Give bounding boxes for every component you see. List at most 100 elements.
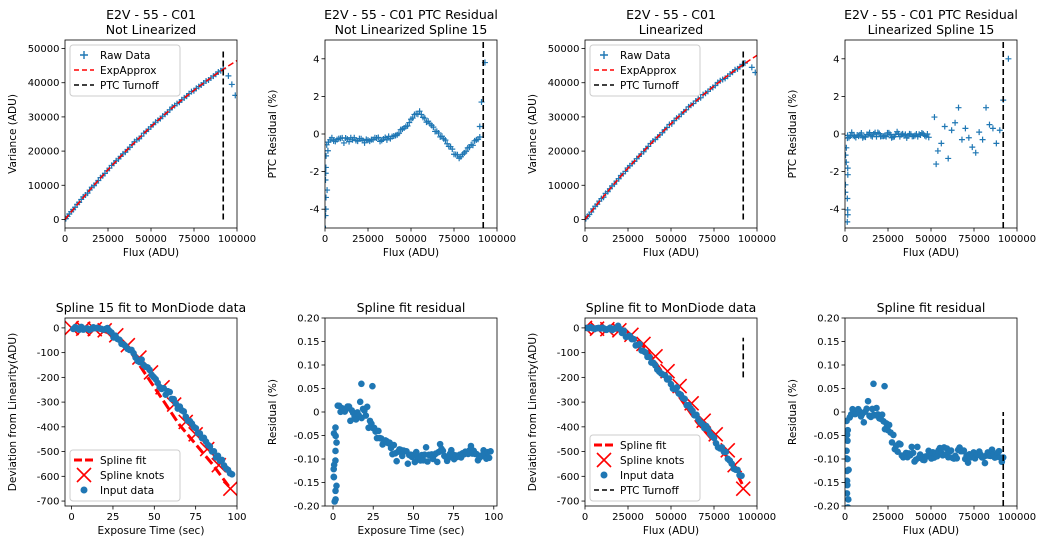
y-tick-label: 40000 xyxy=(28,78,60,89)
plot-area xyxy=(65,320,237,497)
legend: Spline fit Spline knots Input data xyxy=(69,449,181,502)
data-point-residual xyxy=(463,148,470,155)
x-tick-label: 100000 xyxy=(998,512,1036,523)
data-point-residual xyxy=(325,164,329,171)
data-point-residual xyxy=(845,152,849,159)
y-tick-label: 0.05 xyxy=(297,384,319,395)
data-point-residual xyxy=(325,152,330,159)
data-point-residual xyxy=(948,127,955,134)
y-tick-label: 0.20 xyxy=(297,314,319,325)
data-point-residual xyxy=(931,114,938,121)
data-point-residual xyxy=(332,447,339,455)
legend-box xyxy=(589,44,701,97)
data-point-residual xyxy=(845,144,850,151)
y-axis-label: Deviation from Linearity(ADU) xyxy=(7,333,19,491)
data-point-residual xyxy=(845,431,851,439)
data-point-residual xyxy=(845,426,852,434)
data-point-residual xyxy=(873,404,880,412)
chart-title: Spline 15 fit to MonDiode data xyxy=(56,300,246,315)
data-point-residual xyxy=(989,125,996,132)
y-axis-label: Residual (%) xyxy=(267,379,279,445)
legend-box xyxy=(589,434,701,502)
data-point-input-data xyxy=(738,472,745,480)
y-tick-label: -500 xyxy=(557,447,580,458)
data-point-residual xyxy=(962,125,969,132)
data-point-input-data xyxy=(728,460,736,468)
x-tick-label: 0 xyxy=(68,512,74,523)
data-point-residual xyxy=(969,144,976,151)
data-point-residual xyxy=(933,161,940,168)
y-tick-label: -0.10 xyxy=(294,455,320,466)
data-point-residual xyxy=(478,99,485,106)
data-point-residual xyxy=(332,487,339,495)
x-tick-label: 75000 xyxy=(438,234,470,245)
y-tick-label: 2 xyxy=(313,92,319,103)
x-tick-label: 50 xyxy=(407,512,420,523)
y-tick-label: 50000 xyxy=(548,44,580,55)
axes-frame xyxy=(324,317,498,507)
data-point-residual xyxy=(941,123,948,130)
y-tick-label: 20000 xyxy=(28,147,60,158)
legend-label: Raw Data xyxy=(620,50,671,62)
legend-label: Input data xyxy=(100,485,154,497)
data-point-residual xyxy=(945,155,952,162)
data-point-residual xyxy=(332,424,339,431)
data-point-residual xyxy=(878,411,886,418)
data-point-residual xyxy=(404,460,412,467)
y-tick-label: 0.15 xyxy=(297,337,319,348)
x-tick-label: 100 xyxy=(227,512,246,523)
data-point-input-data xyxy=(620,327,628,335)
chart-spline-residual-time: 0 25 50 75 100 0.20 0.15 0.10 0.05 0 -0.05 -0.10 -0.… xyxy=(267,300,503,537)
data-point-residual xyxy=(346,138,353,145)
data-point-residual xyxy=(981,459,989,467)
y-axis-label: Residual (%) xyxy=(787,379,799,445)
legend: Raw Data ExpApprox PTC Turnoff xyxy=(69,44,181,97)
y-tick-label: 50000 xyxy=(28,44,60,55)
chart-title: Spline fit residual xyxy=(877,300,986,315)
data-point-residual xyxy=(924,130,931,137)
x-axis-label: Exposure Time (sec) xyxy=(358,525,465,537)
x-axis-label: Flux (ADU) xyxy=(383,247,439,259)
data-point-raw-data xyxy=(84,190,91,197)
y-tick-label: 0.10 xyxy=(297,361,319,372)
data-point-input-data xyxy=(646,353,653,361)
data-point-residual xyxy=(375,427,382,435)
data-point-residual xyxy=(332,457,339,464)
data-point-residual xyxy=(430,124,437,131)
data-point-raw-data xyxy=(752,69,757,76)
x-tick-label: 50000 xyxy=(915,234,947,245)
legend-label: Raw Data xyxy=(100,50,151,62)
data-point-residual xyxy=(435,129,442,136)
data-point-residual xyxy=(960,447,968,454)
x-tick-label: 25 xyxy=(367,512,380,523)
data-point-residual xyxy=(358,380,365,388)
data-point-residual xyxy=(845,504,851,506)
data-point-residual xyxy=(914,443,921,451)
data-point-residual xyxy=(845,159,850,166)
data-point-residual xyxy=(845,181,849,188)
data-point-residual xyxy=(454,151,461,158)
y-tick-label: 40000 xyxy=(548,78,580,89)
data-point-raw-data xyxy=(697,94,704,101)
x-tick-label: 75000 xyxy=(178,234,210,245)
data-point-residual xyxy=(449,146,456,153)
y-axis-label: PTC Residual (%) xyxy=(267,90,279,179)
x-tick-label: 0 xyxy=(582,234,588,245)
chart-title: E2V - 55 - C01 PTC Residual xyxy=(844,7,1018,22)
x-tick-label: 25000 xyxy=(872,512,904,523)
data-point-residual xyxy=(330,473,338,481)
data-point-residual xyxy=(983,104,990,111)
data-point-residual xyxy=(390,441,398,449)
data-point-residual xyxy=(858,130,865,137)
chart-title: E2V - 55 - C01 xyxy=(626,7,716,22)
data-point-residual xyxy=(845,467,851,475)
legend: Spline fit Spline knots Input data PTC Turn… xyxy=(589,434,701,502)
chart-title: Linearized Spline 15 xyxy=(868,22,995,37)
y-tick-label: 0 xyxy=(313,408,319,419)
data-point-residual xyxy=(955,104,962,111)
data-point-residual xyxy=(972,149,979,156)
data-point-residual xyxy=(885,421,893,429)
y-tick-label: -200 xyxy=(37,373,60,384)
y-tick-label: 2 xyxy=(833,92,839,103)
data-point-input-data xyxy=(180,408,188,415)
